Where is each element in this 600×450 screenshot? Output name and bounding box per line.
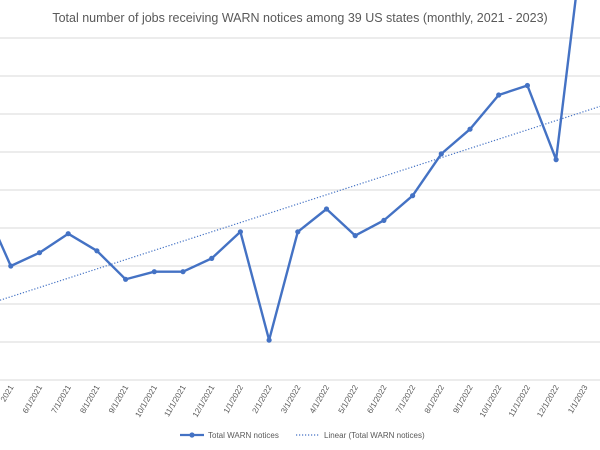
x-tick-label: 7/1/2021 xyxy=(50,383,74,415)
data-point xyxy=(94,248,100,254)
data-point xyxy=(151,269,157,275)
data-point xyxy=(295,229,301,235)
x-tick-label: 3/1/2022 xyxy=(279,383,303,415)
data-point xyxy=(123,276,129,282)
data-point xyxy=(352,233,358,239)
data-point xyxy=(180,269,186,275)
data-point xyxy=(410,193,416,199)
trendline-group xyxy=(0,105,600,301)
x-tick-label: 10/1/2022 xyxy=(478,383,504,419)
series-line-group xyxy=(0,0,577,342)
x-tick-label: 4/1/2022 xyxy=(308,383,332,415)
data-point xyxy=(381,217,387,223)
x-tick-label: 6/1/2022 xyxy=(365,383,389,415)
legend: Total WARN notices Linear (Total WARN no… xyxy=(180,431,425,440)
x-tick-label: 8/1/2021 xyxy=(78,383,102,415)
x-tick-label: 12/1/2021 xyxy=(191,383,217,419)
data-point xyxy=(8,263,14,269)
x-tick-label: 1/1/2022 xyxy=(222,383,246,415)
data-point xyxy=(36,250,43,256)
x-tick-label: 11/1/2021 xyxy=(162,383,188,418)
gridlines xyxy=(0,37,600,381)
x-tick-label: 9/1/2022 xyxy=(451,383,475,415)
series-points-group xyxy=(8,82,559,343)
x-tick-label: 6/1/2021 xyxy=(21,383,45,415)
legend-series-label: Total WARN notices xyxy=(208,431,279,440)
chart-title: Total number of jobs receiving WARN noti… xyxy=(52,11,547,25)
data-point xyxy=(496,92,502,98)
data-point xyxy=(438,151,444,157)
legend-trendline-label: Linear (Total WARN notices) xyxy=(324,431,425,440)
trendline xyxy=(0,105,600,301)
x-axis-tick-labels: 2021 6/1/2021 7/1/2021 8/1/2021 9/1/2021 10/1… xyxy=(0,383,590,419)
x-tick-label: 8/1/2022 xyxy=(423,383,447,415)
data-point xyxy=(323,206,330,212)
x-tick-label: 5/1/2022 xyxy=(337,383,361,415)
x-tick-label: 2021 xyxy=(0,383,16,403)
x-tick-label: 1/1/2023 xyxy=(566,383,590,415)
x-tick-label: 10/1/2021 xyxy=(133,383,159,419)
x-tick-label: 12/1/2022 xyxy=(535,383,561,419)
data-point xyxy=(553,157,559,163)
x-tick-label: 7/1/2022 xyxy=(394,383,418,415)
legend-series-marker xyxy=(189,432,195,438)
x-tick-label: 9/1/2021 xyxy=(107,383,131,415)
data-point xyxy=(524,82,531,89)
data-point xyxy=(467,126,473,132)
data-point xyxy=(65,231,71,237)
x-tick-label: 11/1/2022 xyxy=(507,383,533,418)
series-line xyxy=(0,0,577,342)
x-tick-label: 2/1/2022 xyxy=(250,383,274,415)
data-point xyxy=(237,229,243,235)
data-point xyxy=(266,337,272,343)
data-point xyxy=(209,255,215,261)
